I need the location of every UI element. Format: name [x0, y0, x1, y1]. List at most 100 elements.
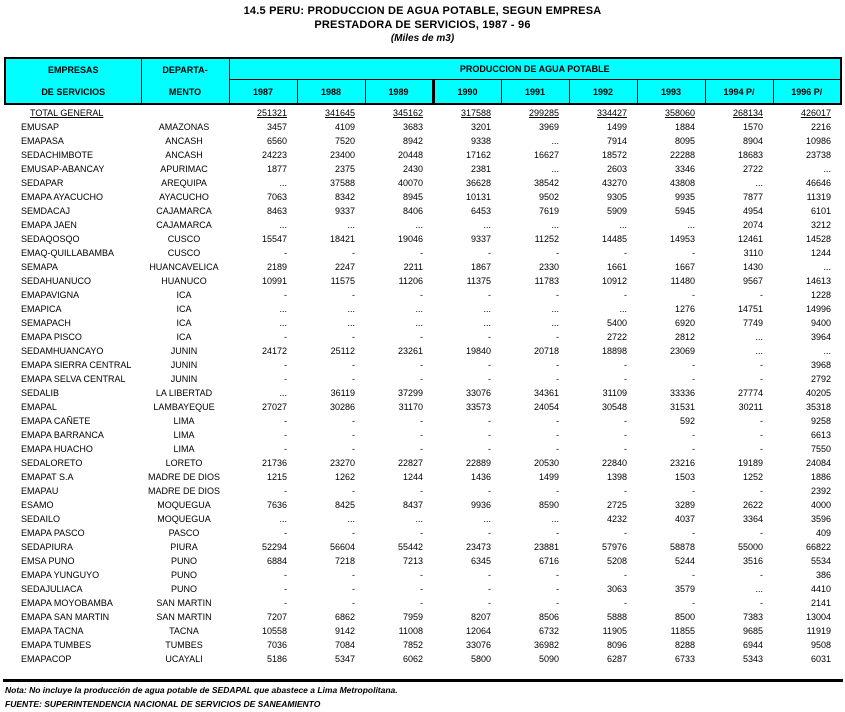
value-cell: -	[364, 596, 432, 610]
value: 2722	[606, 332, 627, 342]
value-cell: 18683	[704, 148, 772, 162]
department-cell: HUANUCO	[140, 274, 228, 288]
value: 23261	[397, 346, 423, 356]
department: LA LIBERTAD	[155, 388, 213, 398]
value-cell: -	[704, 414, 772, 428]
value-cell: 22840	[568, 456, 636, 470]
company-name: EMAPA PISCO	[21, 332, 82, 342]
value-cell: 1215	[228, 470, 296, 484]
value-cell: 2722	[704, 162, 772, 176]
value: ...	[415, 514, 423, 524]
department: PASCO	[168, 528, 200, 538]
company-name: SEDAJULIACA	[21, 584, 83, 594]
value-cell: 9258	[772, 414, 840, 428]
value-cell: 9337	[296, 204, 364, 218]
value: 56604	[329, 542, 355, 552]
year-header-row: 1987 1988 1989 1990 1991 1992 1993 1994 P/1996 …	[5, 79, 842, 105]
value-cell: 34361	[500, 386, 568, 400]
value-cell: 3457	[228, 120, 296, 134]
value: 57976	[601, 542, 627, 552]
company-name-cell: SEDAQOSQO	[4, 232, 140, 246]
value-cell: 6944	[704, 638, 772, 652]
value: 9508	[810, 640, 831, 650]
department-cell: PUNO	[140, 582, 228, 596]
year-header: 1988	[296, 79, 366, 105]
value-cell: 9936	[432, 498, 500, 512]
value: 3596	[810, 514, 831, 524]
value-cell: -	[704, 358, 772, 372]
value: 5186	[266, 654, 287, 664]
value: 2141	[810, 598, 831, 608]
department: MADRE DE DIOS	[147, 486, 220, 496]
value: 5534	[810, 556, 831, 566]
value: 8437	[402, 500, 423, 510]
value: ...	[483, 304, 491, 314]
value: -	[352, 486, 355, 496]
value: -	[284, 360, 287, 370]
value-cell: -	[500, 582, 568, 596]
value-cell: 8945	[364, 190, 432, 204]
value: 66822	[805, 542, 831, 552]
value-cell: -	[296, 288, 364, 302]
value: ...	[415, 318, 423, 328]
value-cell: 9935	[636, 190, 704, 204]
value: ...	[755, 178, 763, 188]
company-name: EMAPA HUACHO	[21, 444, 93, 454]
department: AMAZONAS	[158, 122, 210, 132]
value: 1228	[810, 290, 831, 300]
value: 13004	[805, 612, 831, 622]
table-row: SEDAQOSQO CUSCO 15547 18421 19046 9337 11252 14…	[4, 232, 840, 246]
value: 30548	[601, 402, 627, 412]
value-cell: -	[364, 568, 432, 582]
company-name: ESAMO	[21, 500, 54, 510]
value: 7914	[606, 136, 627, 146]
value: ...	[551, 514, 559, 524]
value: 334427	[596, 108, 627, 118]
value-cell: 8506	[500, 610, 568, 624]
value: 8590	[538, 500, 559, 510]
department-cell: LIMA	[140, 442, 228, 456]
value-cell: -	[500, 288, 568, 302]
value-cell: -	[704, 568, 772, 582]
value: 426017	[800, 108, 831, 118]
value-cell: 19840	[432, 344, 500, 358]
value: ...	[347, 220, 355, 230]
value: 1667	[674, 262, 695, 272]
value: -	[284, 570, 287, 580]
value: -	[556, 416, 559, 426]
value-cell: ...	[432, 218, 500, 232]
value: ...	[279, 514, 287, 524]
department-cell: ICA	[140, 330, 228, 344]
value-cell: -	[568, 596, 636, 610]
value: 3289	[674, 500, 695, 510]
value: 3579	[674, 584, 695, 594]
value: 1886	[810, 472, 831, 482]
value: 8096	[606, 640, 627, 650]
value-cell: -	[432, 568, 500, 582]
value-cell: -	[568, 372, 636, 386]
value-cell: 20718	[500, 344, 568, 358]
value: 1499	[538, 472, 559, 482]
value-cell: 33076	[432, 638, 500, 652]
value: -	[760, 430, 763, 440]
value: ...	[823, 164, 831, 174]
company-name-cell: EMAPA TACNA	[4, 624, 140, 638]
table-row: EMAPA YUNGUYO PUNO - - - - - - - - 386	[4, 568, 840, 582]
value: -	[488, 374, 491, 384]
table-row: SEDALIB LA LIBERTAD... 36119 37299 33076 3436…	[4, 386, 840, 400]
department: MADRE DE DIOS	[147, 472, 220, 482]
value: -	[760, 374, 763, 384]
value-cell: -	[296, 442, 364, 456]
value: 3683	[402, 122, 423, 132]
company-name-cell: SEDAPIURA	[4, 540, 140, 554]
value: 3969	[538, 122, 559, 132]
value-cell: 23261	[364, 344, 432, 358]
value-cell: 3289	[636, 498, 704, 512]
value-cell: -	[500, 246, 568, 260]
department: MOQUEGUA	[157, 514, 211, 524]
value: -	[556, 486, 559, 496]
value: 24223	[261, 150, 287, 160]
value: 22288	[669, 150, 695, 160]
department-cell: LAMBAYEQUE	[140, 400, 228, 414]
value: 7213	[402, 556, 423, 566]
